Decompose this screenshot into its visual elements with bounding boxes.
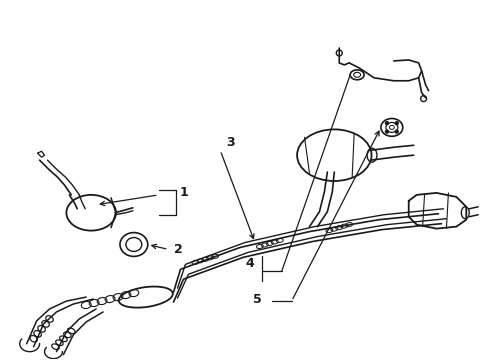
Circle shape: [385, 130, 387, 133]
Text: 4: 4: [245, 257, 254, 270]
Text: 2: 2: [174, 243, 183, 256]
Circle shape: [394, 130, 397, 133]
Circle shape: [394, 122, 397, 125]
Text: 5: 5: [252, 293, 261, 306]
Circle shape: [385, 122, 387, 125]
Text: 1: 1: [179, 186, 187, 199]
Text: 3: 3: [225, 136, 234, 149]
